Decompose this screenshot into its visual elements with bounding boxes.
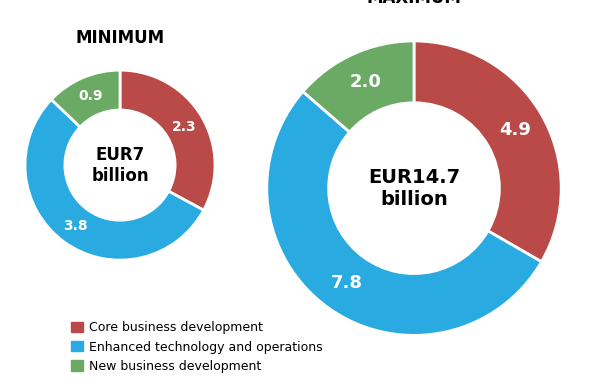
Text: EUR14.7
billion: EUR14.7 billion — [368, 168, 460, 209]
Text: EUR7
billion: EUR7 billion — [91, 146, 149, 185]
Text: 2.3: 2.3 — [172, 120, 197, 134]
Text: 0.9: 0.9 — [78, 89, 103, 103]
Wedge shape — [120, 70, 215, 210]
Wedge shape — [267, 91, 541, 335]
Title: MAXIMUM: MAXIMUM — [367, 0, 461, 7]
Text: 3.8: 3.8 — [64, 219, 88, 233]
Wedge shape — [414, 41, 561, 262]
Wedge shape — [52, 70, 120, 127]
Wedge shape — [303, 41, 414, 132]
Legend: Core business development, Enhanced technology and operations, New business deve: Core business development, Enhanced tech… — [66, 316, 328, 378]
Text: 4.9: 4.9 — [499, 121, 530, 139]
Text: 2.0: 2.0 — [350, 73, 382, 91]
Text: 7.8: 7.8 — [331, 274, 362, 292]
Wedge shape — [25, 99, 203, 260]
Title: MINIMUM: MINIMUM — [76, 29, 164, 47]
